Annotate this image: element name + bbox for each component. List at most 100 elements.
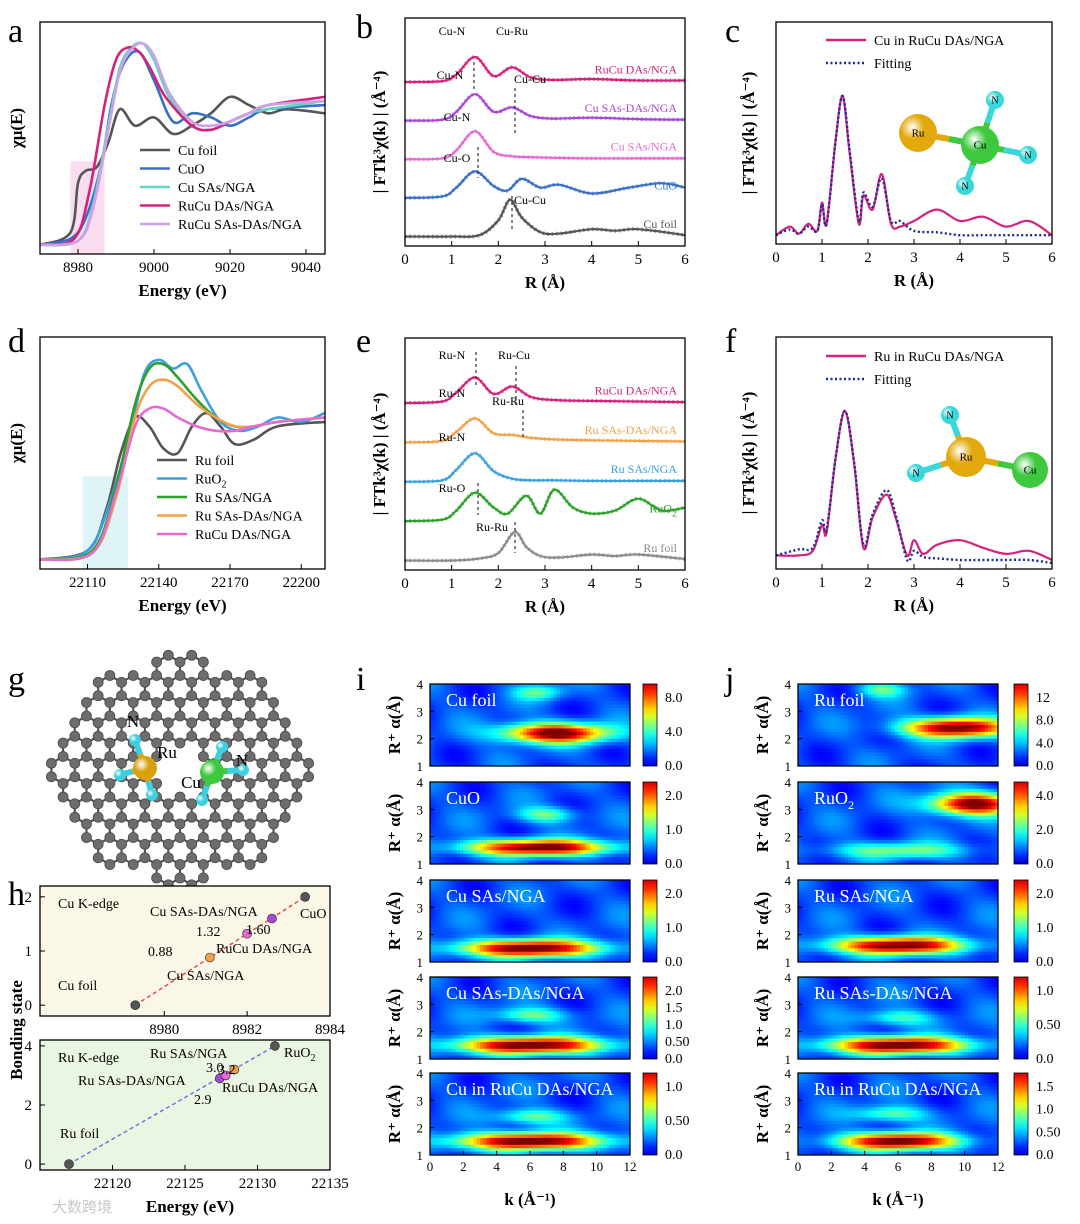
heatmap-cell <box>606 788 611 793</box>
heatmap-cell <box>540 927 544 932</box>
heatmap-cell <box>540 704 544 709</box>
carbon-atom <box>279 757 291 769</box>
heatmap-cell <box>523 809 528 814</box>
heatmap-cell <box>550 860 554 865</box>
heatmap-cell <box>570 809 574 814</box>
heatmap-cell <box>576 900 581 905</box>
heatmap-cell <box>450 840 454 844</box>
heatmap-cell <box>476 840 481 844</box>
heatmap-cell <box>533 857 538 861</box>
heatmap-cell <box>610 819 614 824</box>
heatmap-cell <box>453 850 458 855</box>
heatmap-cell <box>566 721 571 726</box>
heatmap-cell <box>430 931 434 936</box>
heatmap-cell <box>456 762 461 767</box>
heatmap-cell <box>506 738 511 743</box>
heatmap-cell <box>463 890 468 895</box>
heatmap-cell <box>433 840 438 844</box>
heatmap-cell <box>523 924 528 929</box>
heatmap-cell <box>446 829 451 834</box>
heatmap-cell <box>590 941 594 946</box>
heatmap-cell <box>463 917 468 922</box>
heatmap-cell <box>456 914 461 918</box>
heatmap-cell <box>430 782 434 786</box>
carbon-atom <box>104 778 116 789</box>
heatmap-cell <box>500 721 504 726</box>
heatmap-cell <box>586 883 591 888</box>
heatmap-cell <box>596 890 601 895</box>
heatmap-cell <box>536 816 541 820</box>
heatmap-cell <box>620 718 624 722</box>
heatmap-cell <box>433 704 438 709</box>
heatmap-cell <box>526 900 531 905</box>
heatmap-cell <box>450 914 454 918</box>
heatmap-cell <box>550 809 554 814</box>
heatmap-cell <box>433 816 438 820</box>
heatmap-cell <box>496 903 501 908</box>
heatmap-cell <box>450 886 454 891</box>
x-axis-title-e: R (Å) <box>525 597 565 616</box>
carbon-atom <box>139 798 151 810</box>
heatmap-cell <box>566 836 571 841</box>
heatmap-cell <box>506 860 511 865</box>
heatmap-cell <box>470 799 474 803</box>
heatmap-cell <box>513 707 518 712</box>
heatmap-cell <box>626 799 631 803</box>
carbon-atom <box>151 656 163 668</box>
x-axis-d-tick-label: 22140 <box>140 575 178 591</box>
heatmap-cell <box>460 701 464 705</box>
heatmap-cell <box>500 833 504 838</box>
heatmap-cell <box>620 745 624 750</box>
heatmap-cell <box>490 711 494 716</box>
heatmap-cell <box>520 840 524 844</box>
heatmap-cell <box>510 711 514 716</box>
heatmap-cell <box>486 860 491 865</box>
heatmap-cell <box>533 927 538 932</box>
heatmap-cell <box>573 941 578 946</box>
heatmap-cell <box>626 860 631 865</box>
heatmap-cell <box>530 697 534 702</box>
heatmap-cell <box>573 759 578 763</box>
heatmap-cell <box>516 812 521 817</box>
heatmap-cell <box>493 721 498 726</box>
heatmap-cell <box>516 805 521 810</box>
heatmap-cell <box>476 687 481 692</box>
heatmap-cell <box>523 934 528 939</box>
heatmap-cell <box>533 785 538 790</box>
heatmap-cell <box>473 853 478 858</box>
heatmap-cell <box>440 809 444 814</box>
heatmap-cell <box>616 853 621 858</box>
heatmap-cell <box>450 934 454 939</box>
heatmap-cell <box>593 921 598 925</box>
heatmap-cell <box>530 853 534 858</box>
heatmap-cell <box>583 823 588 827</box>
heatmap-cell <box>600 799 604 803</box>
heatmap-cell <box>520 687 524 692</box>
heatmap-cell <box>446 955 451 959</box>
heatmap-cell <box>486 701 491 705</box>
heatmap-cell <box>466 697 471 702</box>
heatmap-cell <box>483 788 488 793</box>
heatmap-cell <box>436 850 441 855</box>
heatmap-cell <box>550 921 554 925</box>
heatmap-cell <box>456 931 461 936</box>
heatmap-cell <box>430 742 434 746</box>
heatmap-cell <box>563 799 568 803</box>
heatmap-cell <box>523 745 528 750</box>
heatmap-cell <box>613 752 618 757</box>
heatmap-cell <box>456 802 461 807</box>
heatmap-cell <box>543 701 548 705</box>
heatmap-cell <box>530 927 534 932</box>
heatmap-cell <box>523 819 528 824</box>
panel-label-e: e <box>356 323 371 360</box>
heatmap-cell <box>610 721 614 726</box>
heatmap-cell <box>513 880 518 884</box>
heatmap-cell <box>526 755 531 760</box>
heatmap-cell <box>553 840 558 844</box>
heatmap-cell <box>556 941 561 946</box>
heatmap-cell <box>433 857 438 861</box>
heatmap-cell <box>476 857 481 861</box>
heatmap-cell <box>460 934 464 939</box>
heatmap-cell <box>480 802 484 807</box>
heatmap-cell <box>620 690 624 695</box>
